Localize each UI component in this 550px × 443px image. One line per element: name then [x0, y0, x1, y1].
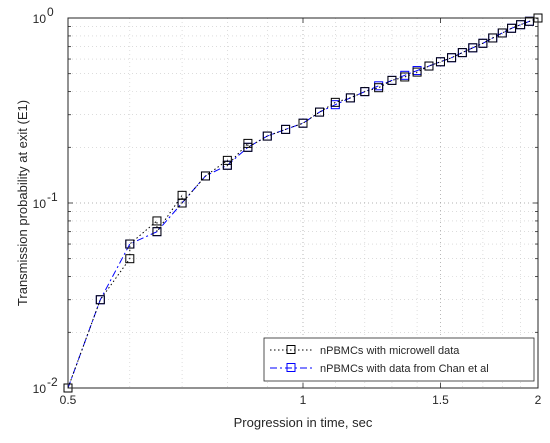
tick-marks — [67, 17, 539, 389]
data-point — [345, 93, 355, 103]
data-point — [507, 23, 517, 33]
data-point — [360, 87, 370, 97]
legend-box — [263, 337, 535, 382]
legend: nPBMCs with microwell data nPBMCs with d… — [263, 337, 535, 382]
data-point — [497, 28, 507, 38]
data-point — [125, 254, 135, 264]
x-tick-label: 0.5 — [60, 393, 77, 407]
data-point — [152, 227, 162, 237]
data-point — [262, 131, 272, 141]
y-tick-label-exponent: -1 — [47, 190, 58, 204]
data-point — [315, 107, 325, 117]
series-0 — [63, 13, 543, 393]
x-tick-label: 1 — [300, 393, 307, 407]
y-tick-label-exponent: 0 — [47, 5, 54, 19]
data-point — [524, 16, 534, 26]
data-point — [387, 75, 397, 85]
y-tick-label: 10 — [33, 197, 47, 211]
data-point — [152, 216, 162, 226]
data-point — [222, 155, 232, 165]
data-point — [488, 33, 498, 43]
series-layer — [63, 13, 543, 393]
data-point — [457, 48, 467, 58]
legend-marker-microwell — [286, 345, 296, 354]
data-point — [281, 124, 291, 134]
data-point — [200, 171, 210, 181]
data-point — [516, 20, 526, 30]
data-point — [243, 142, 253, 152]
major-grid — [68, 18, 538, 388]
data-point — [424, 61, 434, 71]
data-point — [177, 198, 187, 208]
data-point — [125, 239, 135, 249]
data-point — [400, 72, 410, 82]
data-point — [412, 67, 422, 77]
data-point — [478, 38, 488, 48]
data-point — [447, 53, 457, 63]
legend-marker-chan — [286, 363, 296, 372]
data-point — [468, 43, 478, 53]
minor-grid — [68, 18, 538, 388]
x-tick-label: 1.5 — [432, 393, 449, 407]
y-tick-label-exponent: -2 — [47, 375, 58, 389]
data-point — [435, 57, 445, 67]
series-line — [67, 17, 539, 389]
data-point — [374, 83, 384, 93]
legend-label-microwell: nPBMCs with microwell data — [320, 345, 460, 357]
y-tick-label: 10 — [33, 382, 47, 396]
x-tick-label: 2 — [535, 393, 542, 407]
legend-label-chan: nPBMCs with data from Chan et al — [320, 363, 489, 375]
x-tick-labels: 0.5 1 1.5 2 — [60, 393, 542, 407]
y-axis-label: Transmission probability at exit (E1) — [15, 100, 30, 306]
data-point — [222, 160, 232, 170]
data-point — [95, 295, 105, 305]
data-point — [330, 97, 340, 107]
y-tick-label: 10 — [33, 12, 47, 26]
data-point — [298, 118, 308, 128]
x-axis-label: Progression in time, sec — [234, 415, 373, 430]
